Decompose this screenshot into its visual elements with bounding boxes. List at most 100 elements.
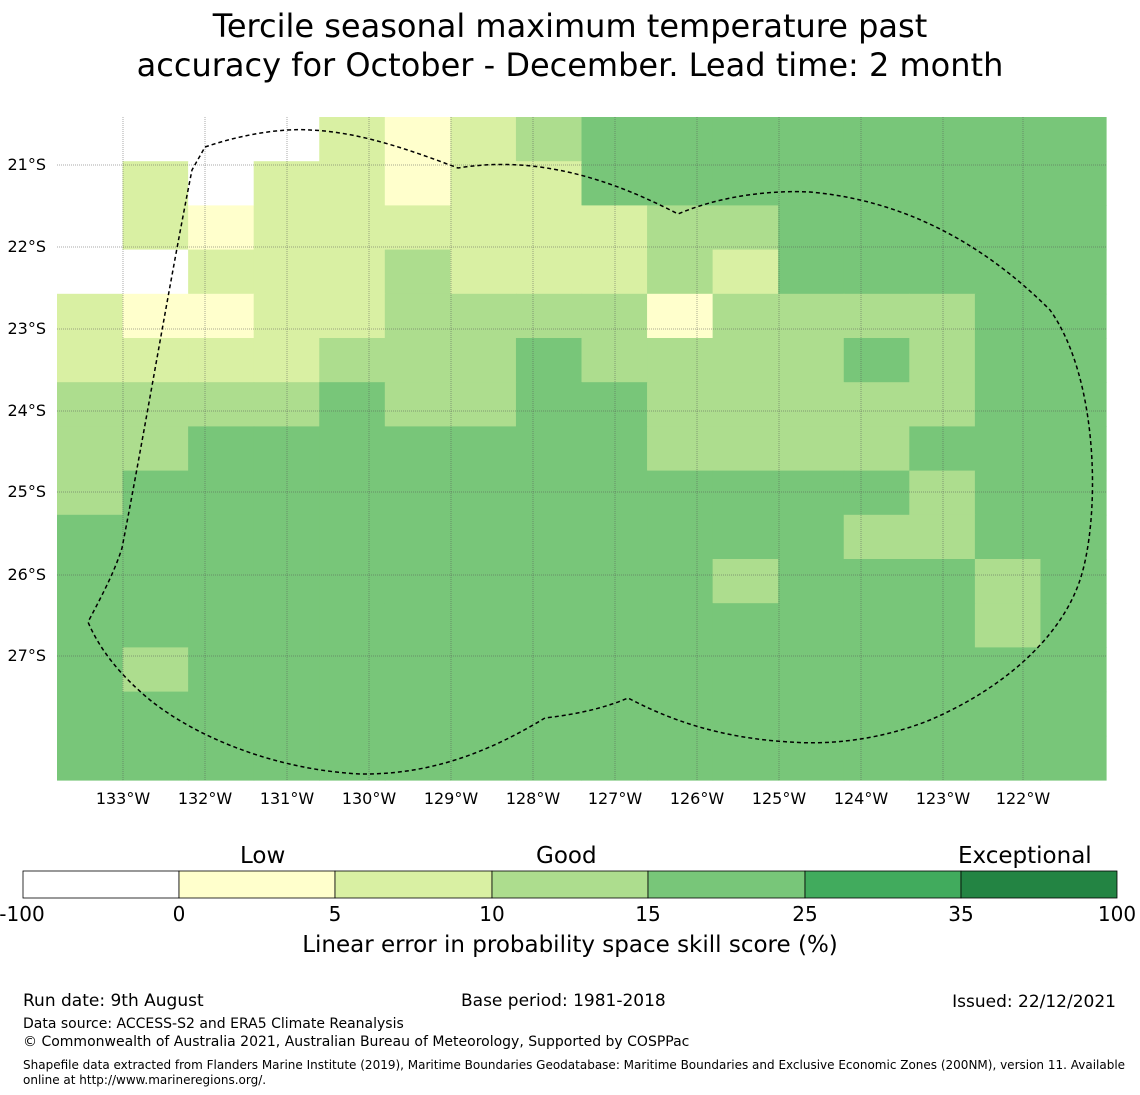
grid-cell [57,426,124,472]
grid-cell [843,735,910,781]
colorbar-tick-label: 100 [1097,902,1137,926]
grid-cell [188,426,255,472]
grid-cell [843,117,910,162]
grid-cell [712,735,779,781]
grid-cell [581,735,648,781]
latitude-label: 21°S [7,155,46,174]
grid-cell [319,161,386,206]
longitude-label: 131°W [259,789,315,808]
colorbar-category-low: Low [240,843,286,869]
grid-cell [712,161,779,206]
grid-cell [581,382,648,427]
grid-cell [1040,691,1107,737]
grid-cell [909,205,976,251]
grid-cell [974,338,1042,383]
grid-cell [450,426,517,472]
grid-cell [450,338,517,383]
grid-cell [581,691,648,737]
grid-cell [909,293,976,339]
grid-cell [909,647,976,693]
grid-cell [974,117,1042,162]
grid-cell [909,735,976,781]
grid-cell [450,117,517,162]
grid-cell [384,161,451,206]
grid-cell [778,205,845,251]
grid-cell [122,514,189,560]
graticule [57,117,1106,780]
grid-cell [515,647,583,693]
grid-cell [188,161,255,206]
grid-cell [647,161,714,206]
grid-cell [57,382,124,427]
grid-cell [1040,117,1107,162]
grid-cell [581,205,648,251]
grid-cell [974,205,1042,251]
grid-cell [384,293,451,339]
grid-cell [1040,382,1107,427]
grid-cell [319,470,386,516]
grid-cell [319,338,386,383]
grid-cell [515,426,583,472]
grid-cell [778,514,845,560]
grid-cell [778,647,845,693]
grid-cell [581,514,648,560]
grid-cell [515,205,583,251]
grid-cell [974,735,1042,781]
eez-boundary [87,128,1094,775]
grid-cell [384,559,451,604]
grid-cell [647,293,714,339]
colorbar-tick-label: 10 [479,902,505,926]
grid-cell [581,249,648,295]
grid-cell [647,338,714,383]
grid-cell [843,293,910,339]
grid-cell [57,514,124,560]
grid-cell [1040,249,1107,295]
grid-cell [843,249,910,295]
grid-cell [712,691,779,737]
grid-cell [188,205,255,251]
colorbar-segment [647,870,806,899]
colorbar-segment [334,870,493,899]
colorbar-axis-label: Linear error in probability space skill … [302,932,838,958]
grid-cell [778,293,845,339]
grid-cell [974,514,1042,560]
longitude-label: 130°W [341,789,397,808]
grid-cell [57,161,124,206]
grid-cell [515,117,583,162]
grid-cell [843,382,910,427]
grid-cell [57,559,124,604]
grid-cell [909,603,976,648]
grid-cell [909,470,976,516]
grid-cell [57,647,124,693]
grid-cell [384,249,451,295]
grid-cell [384,647,451,693]
grid-cell [581,426,648,472]
grid-cell [778,338,845,383]
grid-cell [712,117,779,162]
grid-cell [319,514,386,560]
grid-cell [647,559,714,604]
longitude-label: 127°W [587,789,643,808]
grid-cell [515,603,583,648]
grid-cell [974,382,1042,427]
latitude-label: 23°S [7,319,46,338]
grid-cell [319,647,386,693]
grid-cell [909,338,976,383]
grid-cell [1040,161,1107,206]
grid-cell [647,117,714,162]
grid-cell [581,470,648,516]
grid-cell [384,117,451,162]
longitude-label: 128°W [505,789,561,808]
grid-cell [712,559,779,604]
grid-cell [450,470,517,516]
grid-cell [384,205,451,251]
colorbar-tick-label: 15 [635,902,661,926]
colorbar-segment [804,870,962,899]
grid-cell [122,338,189,383]
grid-cell [384,382,451,427]
grid-cell [712,338,779,383]
grid-cell [581,161,648,206]
longitude-label: 133°W [95,789,151,808]
grid-cell [188,249,255,295]
latitude-label: 25°S [7,482,46,501]
